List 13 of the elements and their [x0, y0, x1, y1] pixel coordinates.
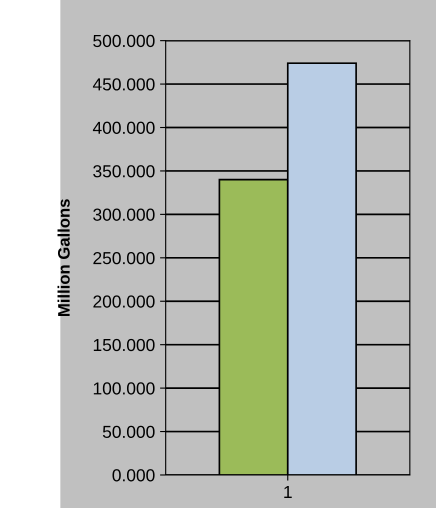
y-tick-label: 200.000: [93, 295, 155, 308]
y-tick-label: 350.000: [93, 165, 155, 178]
y-tick-label: 500.000: [93, 34, 155, 48]
y-tick-label: 300.000: [93, 208, 155, 221]
y-tick-label: 150.000: [94, 338, 155, 352]
y-tick-label: 0.000: [112, 469, 155, 482]
y-tick-label: 100.000: [94, 382, 155, 395]
y-tick-label: 50.000: [102, 426, 155, 438]
x-tick-label: 1: [284, 486, 292, 498]
y-tick-label: 250.000: [93, 252, 155, 264]
y-tick-label: 450.000: [92, 78, 155, 91]
y-axis-title: Million Gallons: [58, 199, 70, 316]
y-tick-label: 400.000: [92, 122, 155, 134]
